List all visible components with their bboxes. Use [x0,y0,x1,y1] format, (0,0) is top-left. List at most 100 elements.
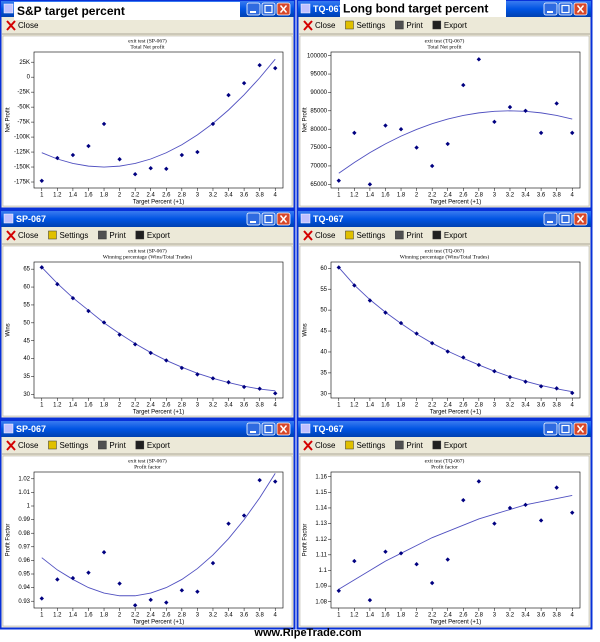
close-window-button[interactable] [573,2,588,16]
data-point [241,513,247,518]
maximize-button-face [558,212,573,226]
x-tick-label: 1.4 [69,193,78,199]
y-tick-label: 55 [320,287,327,293]
toolbar-button[interactable]: Print [395,440,424,450]
toolbar-button[interactable]: Print [395,230,424,240]
minimize-button[interactable] [246,2,261,16]
toolbar-button[interactable]: Settings [345,440,385,450]
data-point [101,320,107,325]
data-point [148,350,153,356]
maximize-button[interactable] [558,2,573,16]
y-tick-label: 1.14 [315,506,327,512]
y-tick-label: 65000 [310,182,327,188]
x-axis-label: Target Percent (+1) [430,410,482,416]
fit-curve [338,495,573,590]
x-axis-label: Target Percent (+1) [430,200,482,206]
minimize-glyph [547,221,553,223]
x-tick-label: 1 [40,613,44,619]
toolbar-button[interactable]: Settings [48,230,88,240]
minimize-button[interactable] [543,212,558,226]
button-icon [135,440,145,450]
data-point [257,62,262,68]
data-point [241,384,247,390]
chart: exit test (SP-067)Winning percentage (Wi… [2,245,293,417]
x-tick-label: 3 [493,403,497,409]
toolbar-button[interactable]: Export [135,440,171,450]
x-tick-label: 2.6 [162,613,171,619]
maximize-button[interactable] [558,212,573,226]
toolbar-button[interactable]: Close [6,440,39,451]
maximize-button[interactable] [261,2,276,16]
button-label: Settings [356,21,385,30]
x-tick-label: 1.4 [69,613,78,619]
y-tick-label: 0 [27,75,31,81]
maximize-button[interactable] [261,212,276,226]
data-point [273,391,278,396]
close-glyph [279,215,288,223]
toolbar-button[interactable]: Print [98,440,127,450]
data-point [570,130,575,136]
x-tick-label: 2.4 [147,193,156,199]
toolbar-button[interactable]: Export [135,230,171,240]
data-point [336,178,341,183]
toolbar-button[interactable]: Export [432,440,468,450]
x-tick-label: 3.2 [209,613,218,619]
data-point [507,374,513,380]
data-point [273,479,278,484]
x-tick-label: 1.6 [84,193,93,199]
data-point [492,521,497,526]
x-tick-label: 1.6 [84,403,93,409]
close-window-button[interactable] [276,2,291,16]
y-tick-label: 50 [23,320,30,326]
toolbar-button[interactable]: Close [6,20,39,31]
toolbar-button[interactable]: Settings [48,440,88,450]
x-tick-label: 4 [274,613,278,619]
toolbar-button[interactable]: Export [432,20,468,30]
maximize-button-face [261,422,276,436]
minimize-button[interactable] [543,2,558,16]
app-icon [3,3,14,14]
minimize-glyph [250,431,256,433]
minimize-button[interactable] [543,422,558,436]
x-tick-label: 3.2 [506,403,515,409]
close-window-button[interactable] [573,422,588,436]
toolbar-button[interactable]: Close [6,230,39,241]
data-point [241,80,247,86]
title-bar [298,421,591,437]
minimize-button[interactable] [246,422,261,436]
x-tick-label: 3.6 [240,403,249,409]
x-tick-label: 1 [337,403,341,409]
data-point [257,386,262,391]
data-point [414,145,419,150]
maximize-button[interactable] [558,422,573,436]
toolbar-button[interactable]: Close [303,20,336,31]
close-window-button[interactable] [276,422,291,436]
toolbar-button[interactable]: Close [303,440,336,451]
data-point [429,340,435,346]
close-window-button[interactable] [573,212,588,226]
toolbar-button[interactable]: Print [98,230,127,240]
chart-title: exit test (TQ-067) [425,457,465,464]
maximize-button[interactable] [261,422,276,436]
minimize-glyph [547,11,553,13]
toolbar-button[interactable]: Settings [345,20,385,30]
chart-title: exit test (SP-067) [128,37,167,44]
toolbar-button[interactable]: Close [303,230,336,241]
minimize-button[interactable] [246,212,261,226]
toolbar-button[interactable]: Print [395,20,424,30]
data-point [86,143,91,149]
chart-title: exit test (SP-067) [128,457,167,464]
data-point [336,265,341,270]
y-tick-label: 90000 [310,90,327,96]
y-tick-label: 1.12 [315,537,327,543]
data-point [429,580,435,586]
close-window-button[interactable] [276,212,291,226]
data-point [210,376,216,381]
toolbar-button[interactable]: Settings [345,230,385,240]
x-tick-label: 1 [337,613,341,619]
toolbar-button[interactable]: Export [432,230,468,240]
y-tick-label: 0.95 [18,572,30,578]
x-tick-label: 1.8 [397,613,406,619]
